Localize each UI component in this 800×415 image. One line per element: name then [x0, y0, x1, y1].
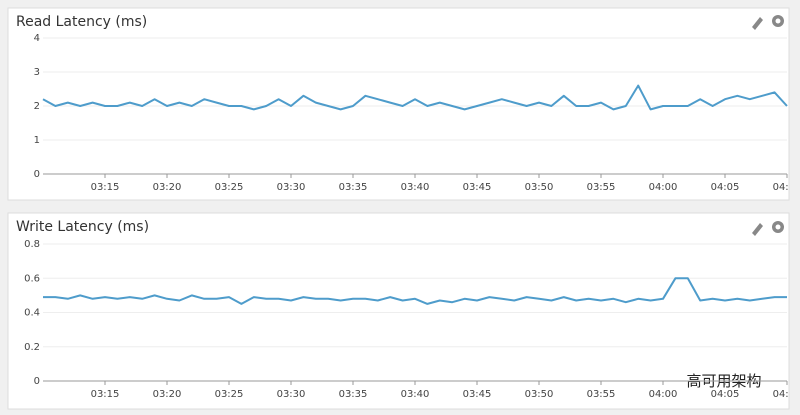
- x-tick-label: 03:15: [91, 182, 120, 193]
- chart: Write Latency (ms) 0 0.2 0.4 0.6 0.8 03:15 03:2…: [16, 219, 800, 400]
- x-tick-label: 03:15: [91, 389, 120, 400]
- line: [43, 277, 787, 305]
- x-tick-label: 03:40: [401, 182, 430, 193]
- x-tick-label: 04:05: [711, 182, 740, 193]
- y-tick-label: 0.6: [24, 273, 40, 284]
- x-tick-label: 03:25: [215, 182, 244, 193]
- x-tick-label: 03:20: [153, 389, 182, 400]
- settings-icon[interactable]: [772, 15, 784, 27]
- x-tick-label: 03:40: [401, 389, 430, 400]
- x-tick-label: 03:45: [463, 389, 492, 400]
- y-tick-label: 0.2: [24, 342, 40, 353]
- x-tick-label: 03:55: [587, 182, 616, 193]
- y-tick-label: 2: [34, 101, 40, 112]
- x-tick-label: 03:50: [525, 389, 554, 400]
- y-tick-label: 3: [34, 67, 40, 78]
- edit-icon[interactable]: [752, 17, 763, 30]
- x-tick-label: 03:35: [339, 389, 368, 400]
- x-tick-label: 03:35: [339, 182, 368, 193]
- x-tick-label: 03:25: [215, 389, 244, 400]
- edit-icon[interactable]: [752, 223, 763, 236]
- y-tick-label: 4: [34, 33, 40, 44]
- x-tick-label: 03:45: [463, 182, 492, 193]
- x-tick-label: 03:20: [153, 182, 182, 193]
- chart: Read Latency (ms) 0 1 2 3 4 03:15 03:20 03:25 03:…: [16, 14, 800, 193]
- y-tick-label: 0: [34, 376, 40, 387]
- x-tick-label: 04:00: [649, 182, 678, 193]
- x-tick-label: 04:10: [773, 182, 800, 193]
- chart-title: Write Latency (ms): [16, 219, 149, 235]
- y-tick-label: 0: [34, 169, 40, 180]
- x-tick-label: 03:55: [587, 389, 616, 400]
- x-tick-label: 04:10: [773, 389, 800, 400]
- line: [42, 84, 788, 111]
- y-tick-label: 1: [34, 135, 40, 146]
- y-tick-label: 0.4: [24, 308, 40, 319]
- x-tick-label: 03:30: [277, 389, 306, 400]
- panel: [7, 212, 790, 410]
- chart-title: Read Latency (ms): [16, 14, 147, 30]
- x-tick-label: 04:00: [649, 389, 678, 400]
- settings-icon[interactable]: [772, 221, 784, 233]
- x-tick-label: 03:50: [525, 182, 554, 193]
- x-tick-label: 04:05: [711, 389, 740, 400]
- y-tick-label: 0.8: [24, 239, 40, 250]
- x-tick-label: 03:30: [277, 182, 306, 193]
